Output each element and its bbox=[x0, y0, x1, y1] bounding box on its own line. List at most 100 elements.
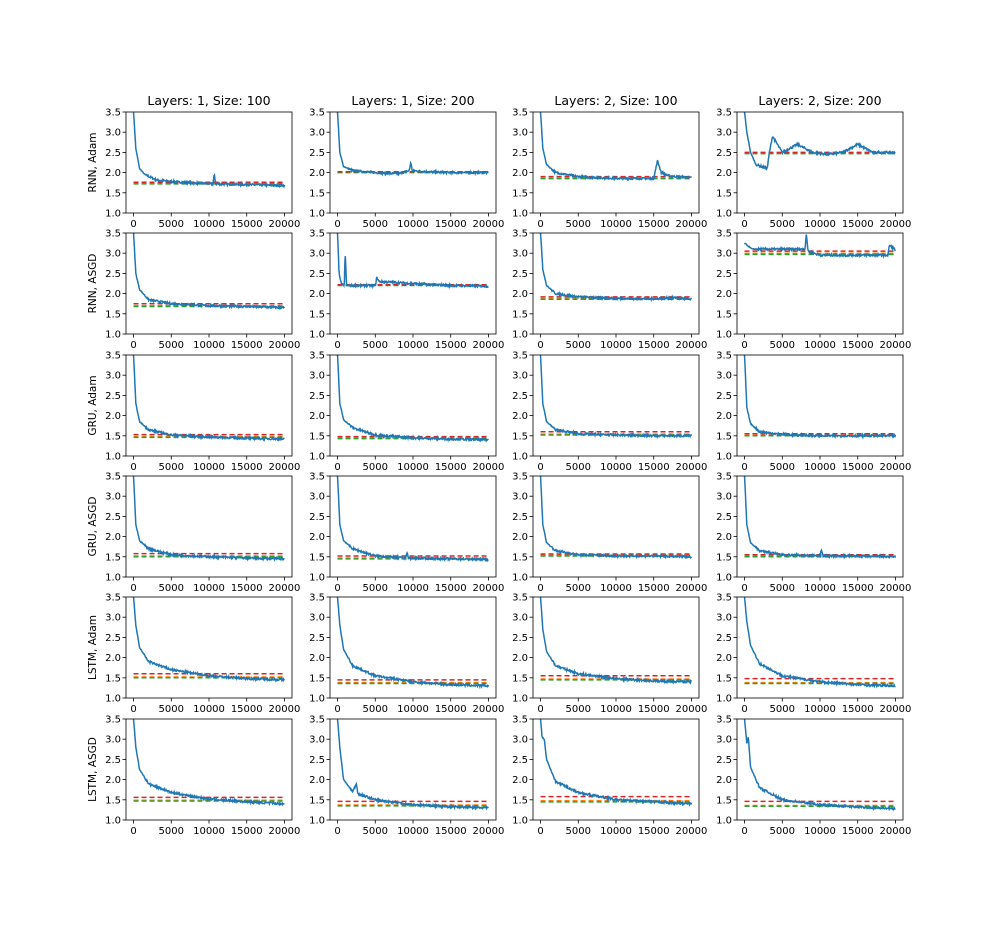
y-tick-label: 3.5 bbox=[512, 351, 528, 362]
x-tick-label: 10000 bbox=[397, 219, 429, 230]
y-tick-label: 1.5 bbox=[512, 673, 528, 684]
x-tick-label: 15000 bbox=[435, 340, 467, 351]
x-tick-label: 10000 bbox=[804, 219, 836, 230]
subplot: 1.0 1.5 2.0 2.5 3.0 3.5 0 5000 10000 15000 20000 bbox=[309, 351, 504, 474]
x-tick-label: 0 bbox=[537, 219, 543, 230]
x-tick-label: 20000 bbox=[676, 704, 708, 715]
row-label: GRU, Adam bbox=[87, 375, 99, 435]
y-tick-label: 2.0 bbox=[716, 411, 732, 422]
x-tick-label: 20000 bbox=[473, 462, 505, 473]
y-tick-label: 2.0 bbox=[716, 289, 732, 300]
axes-frame bbox=[736, 354, 904, 457]
y-tick-label: 1.0 bbox=[716, 694, 732, 705]
y-tick-label: 3.5 bbox=[309, 593, 325, 604]
axes-frame bbox=[532, 596, 700, 699]
x-tick-label: 20000 bbox=[473, 583, 505, 594]
subplot: 1.0 1.5 2.0 2.5 3.0 3.5 0 5000 10000 15000 20000 bbox=[512, 351, 707, 474]
x-tick-label: 20000 bbox=[880, 340, 912, 351]
x-tick-label: 10000 bbox=[193, 462, 225, 473]
y-tick-label: 1.0 bbox=[105, 816, 121, 827]
y-tick-label: 2.0 bbox=[512, 532, 528, 543]
x-tick-label: 10000 bbox=[397, 462, 429, 473]
y-tick-label: 3.5 bbox=[105, 715, 121, 726]
y-tick-label: 1.0 bbox=[309, 330, 325, 341]
loss-curve bbox=[336, 112, 489, 177]
x-tick-label: 15000 bbox=[638, 704, 670, 715]
y-tick-label: 2.0 bbox=[105, 532, 121, 543]
x-tick-label: 0 bbox=[741, 340, 747, 351]
x-tick-label: 15000 bbox=[231, 704, 263, 715]
x-tick-label: 15000 bbox=[435, 219, 467, 230]
y-tick-label: 2.5 bbox=[105, 148, 121, 159]
subplot: 1.0 1.5 2.0 2.5 3.0 3.5 0 5000 10000 15000 20000 bbox=[309, 472, 504, 595]
y-tick-label: 3.5 bbox=[105, 351, 121, 362]
x-tick-label: 10000 bbox=[804, 704, 836, 715]
y-tick-label: 3.0 bbox=[512, 371, 528, 382]
y-tick-label: 1.5 bbox=[309, 795, 325, 806]
x-tick-label: 5000 bbox=[770, 219, 795, 230]
y-tick-label: 1.5 bbox=[512, 552, 528, 563]
x-tick-label: 5000 bbox=[566, 462, 591, 473]
y-tick-label: 2.5 bbox=[309, 148, 325, 159]
x-tick-label: 15000 bbox=[638, 462, 670, 473]
x-tick-label: 5000 bbox=[363, 583, 388, 594]
x-tick-label: 20000 bbox=[676, 462, 708, 473]
y-tick-label: 2.5 bbox=[716, 755, 732, 766]
y-tick-label: 1.0 bbox=[716, 452, 732, 463]
x-tick-label: 20000 bbox=[269, 462, 301, 473]
x-tick-label: 10000 bbox=[600, 583, 632, 594]
axes-frame bbox=[125, 354, 293, 457]
column-title: Layers: 1, Size: 200 bbox=[351, 93, 474, 108]
y-tick-label: 2.5 bbox=[105, 512, 121, 523]
axes-frame bbox=[532, 475, 700, 578]
y-tick-label: 2.0 bbox=[512, 653, 528, 664]
y-tick-label: 1.5 bbox=[309, 188, 325, 199]
loss-curve bbox=[743, 597, 896, 689]
y-tick-label: 2.0 bbox=[309, 775, 325, 786]
y-tick-label: 2.0 bbox=[309, 411, 325, 422]
y-tick-label: 2.5 bbox=[512, 148, 528, 159]
x-tick-label: 10000 bbox=[804, 462, 836, 473]
x-tick-label: 20000 bbox=[269, 219, 301, 230]
x-tick-label: 10000 bbox=[193, 704, 225, 715]
y-tick-label: 3.5 bbox=[309, 229, 325, 240]
axes-frame bbox=[532, 354, 700, 457]
loss-curve bbox=[539, 476, 693, 560]
x-tick-label: 5000 bbox=[566, 219, 591, 230]
loss-curve bbox=[743, 719, 896, 812]
x-tick-label: 0 bbox=[537, 704, 543, 715]
column-title: Layers: 2, Size: 100 bbox=[554, 93, 677, 108]
axes-frame bbox=[736, 475, 904, 578]
x-tick-label: 0 bbox=[537, 340, 543, 351]
loss-curve bbox=[132, 719, 285, 807]
x-tick-label: 15000 bbox=[231, 826, 263, 837]
x-tick-label: 20000 bbox=[269, 340, 301, 351]
x-tick-label: 20000 bbox=[880, 219, 912, 230]
row-label: RNN, ASGD bbox=[87, 254, 99, 314]
y-tick-label: 1.0 bbox=[309, 694, 325, 705]
axes-frame bbox=[532, 111, 700, 214]
y-tick-label: 3.5 bbox=[512, 229, 528, 240]
y-tick-label: 1.0 bbox=[512, 452, 528, 463]
y-tick-label: 3.5 bbox=[309, 351, 325, 362]
x-tick-label: 20000 bbox=[676, 583, 708, 594]
x-tick-label: 20000 bbox=[269, 583, 301, 594]
x-tick-label: 10000 bbox=[397, 826, 429, 837]
y-tick-label: 1.5 bbox=[512, 431, 528, 442]
subplot: 1.0 1.5 2.0 2.5 3.0 3.5 0 5000 10000 15000 20000 bbox=[105, 108, 300, 231]
x-tick-label: 20000 bbox=[676, 826, 708, 837]
x-tick-label: 15000 bbox=[842, 583, 874, 594]
x-tick-label: 0 bbox=[334, 462, 340, 473]
y-tick-label: 3.0 bbox=[309, 371, 325, 382]
x-tick-label: 5000 bbox=[770, 704, 795, 715]
x-tick-label: 10000 bbox=[804, 826, 836, 837]
y-tick-label: 3.0 bbox=[105, 249, 121, 260]
y-tick-label: 1.0 bbox=[309, 452, 325, 463]
y-tick-label: 2.0 bbox=[512, 411, 528, 422]
loss-curve bbox=[336, 476, 489, 563]
y-tick-label: 2.0 bbox=[309, 653, 325, 664]
x-tick-label: 20000 bbox=[473, 340, 505, 351]
y-tick-label: 3.0 bbox=[309, 735, 325, 746]
x-tick-label: 15000 bbox=[435, 583, 467, 594]
y-tick-label: 3.0 bbox=[105, 613, 121, 624]
